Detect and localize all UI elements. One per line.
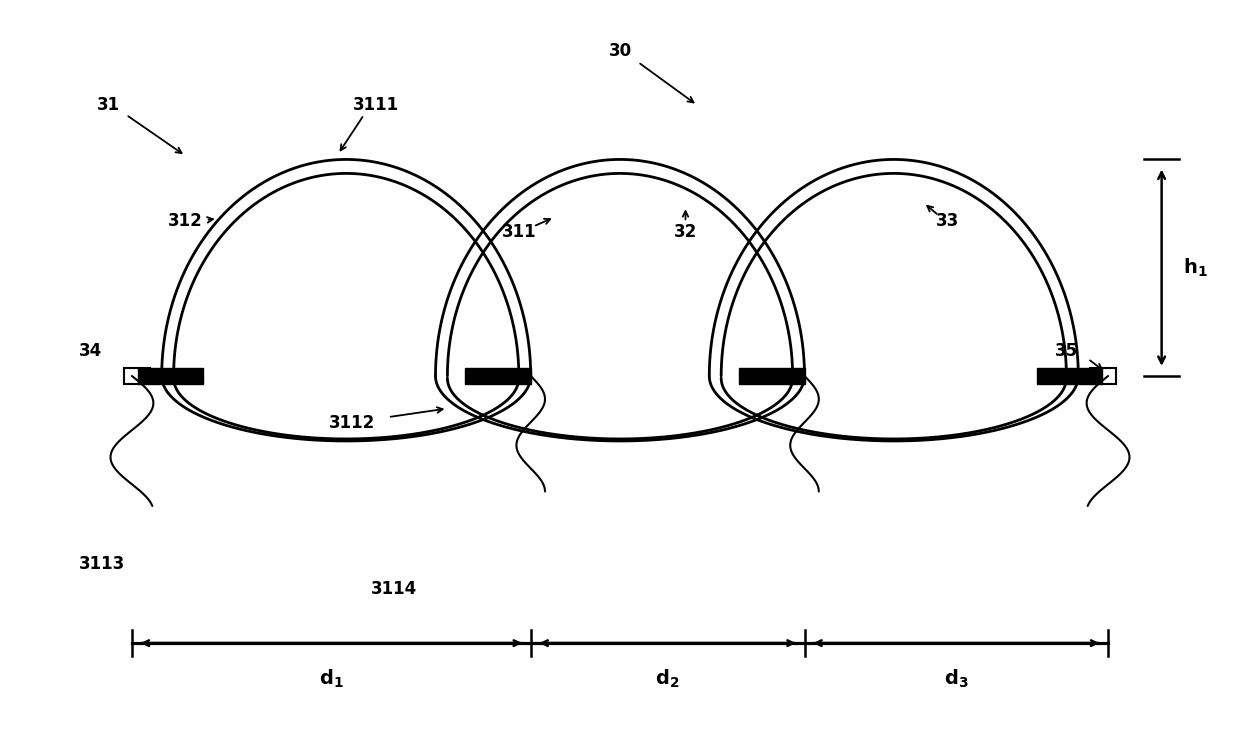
- Text: 3111: 3111: [353, 96, 399, 114]
- Text: 3114: 3114: [371, 580, 417, 598]
- Bar: [138, 368, 203, 384]
- Text: 35: 35: [1055, 341, 1079, 359]
- Text: 3112: 3112: [329, 414, 376, 432]
- Text: $\mathbf{h_1}$: $\mathbf{h_1}$: [1183, 256, 1208, 279]
- Text: 34: 34: [78, 341, 102, 359]
- Text: 32: 32: [673, 223, 697, 241]
- Text: $\mathbf{d_3}$: $\mathbf{d_3}$: [944, 668, 968, 690]
- Text: 33: 33: [936, 212, 959, 230]
- Bar: [1090, 368, 1116, 384]
- Bar: [739, 368, 805, 384]
- Text: 30: 30: [609, 42, 631, 60]
- Bar: [1037, 368, 1102, 384]
- Text: $\mathbf{d_1}$: $\mathbf{d_1}$: [319, 668, 343, 690]
- Text: 311: 311: [501, 223, 536, 241]
- Text: 3113: 3113: [79, 555, 125, 573]
- Bar: [465, 368, 531, 384]
- Bar: [124, 368, 150, 384]
- Text: 312: 312: [169, 212, 203, 230]
- Text: $\mathbf{d_2}$: $\mathbf{d_2}$: [656, 668, 680, 690]
- Text: 31: 31: [97, 96, 120, 114]
